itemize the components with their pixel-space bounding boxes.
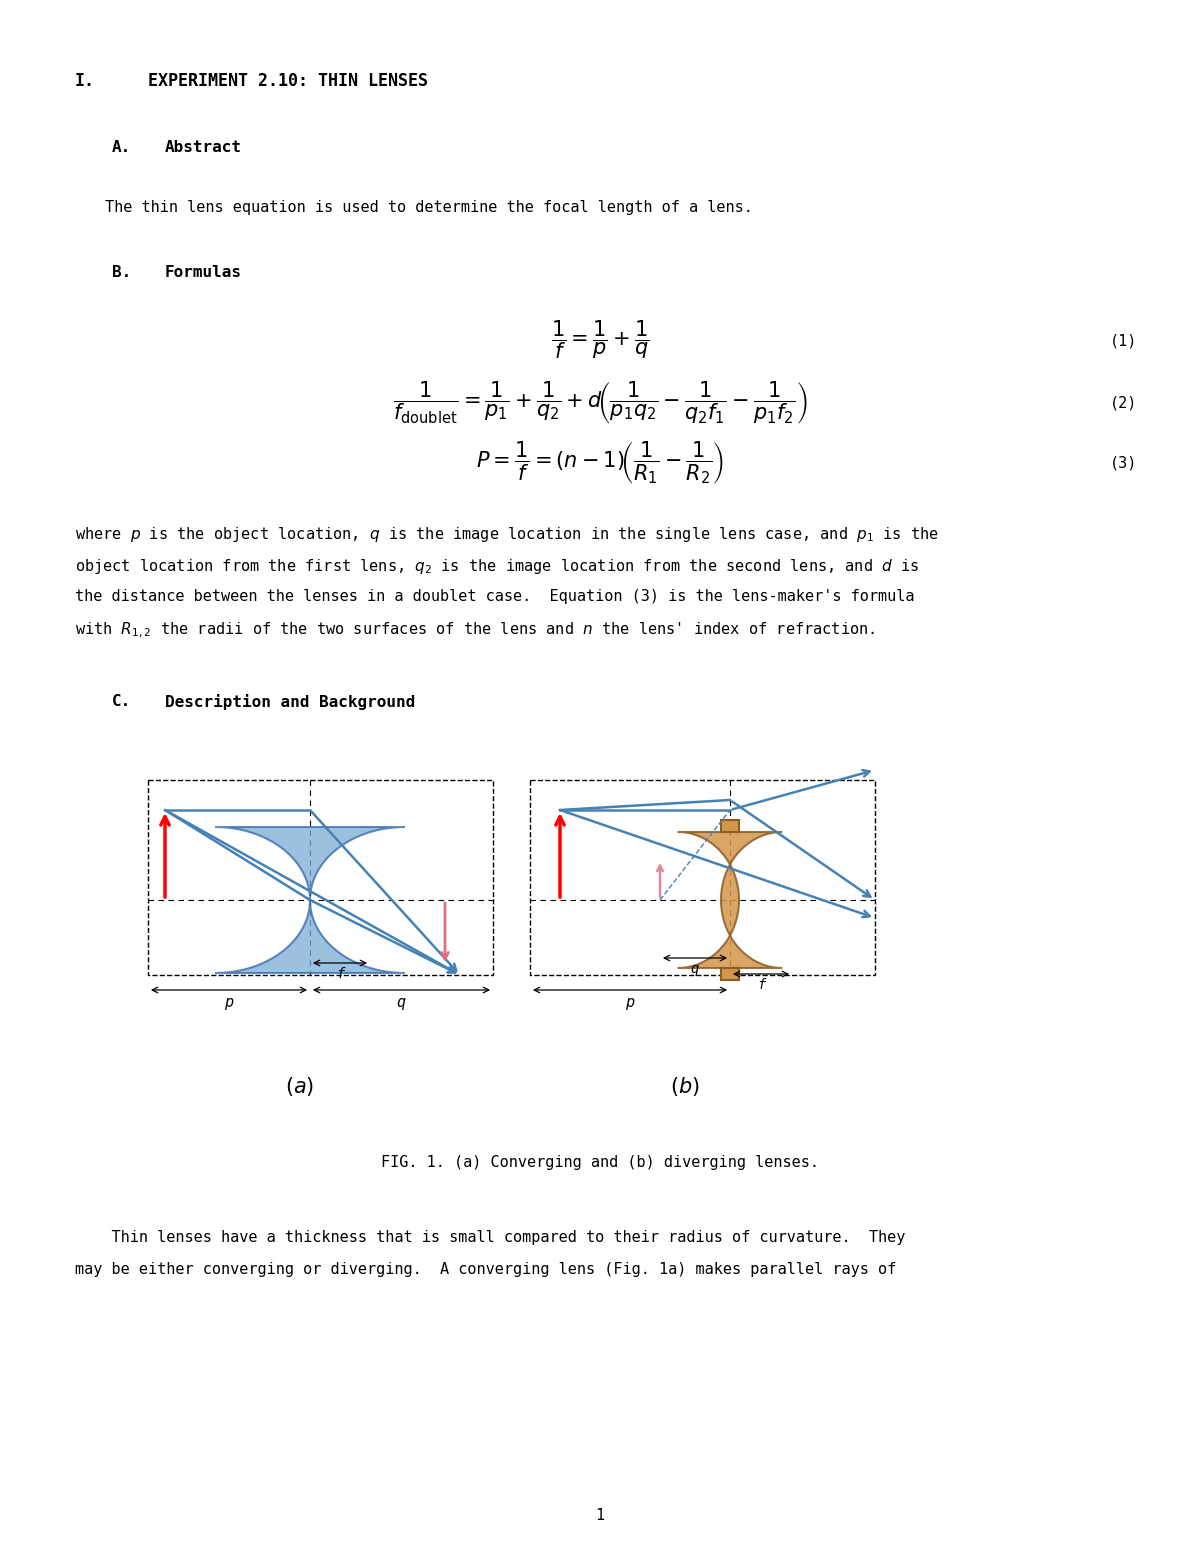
Text: q: q	[691, 961, 700, 975]
Text: p: p	[625, 995, 635, 1009]
Bar	[530, 780, 875, 975]
Text: f: f	[757, 978, 766, 992]
Bar	[148, 780, 493, 975]
Polygon shape	[678, 832, 782, 968]
Text: Thin lenses have a thickness that is small compared to their radius of curvature: Thin lenses have a thickness that is sma…	[74, 1230, 905, 1246]
Text: (3): (3)	[1110, 455, 1138, 471]
Text: $\dfrac{1}{f} = \dfrac{1}{p} + \dfrac{1}{q}$: $\dfrac{1}{f} = \dfrac{1}{p} + \dfrac{1}…	[551, 318, 649, 362]
Text: may be either converging or diverging.  A converging lens (Fig. 1a) makes parall: may be either converging or diverging. A…	[74, 1263, 896, 1277]
Text: B.: B.	[112, 266, 131, 280]
Bar	[721, 820, 739, 832]
Text: EXPERIMENT 2.10: THIN LENSES: EXPERIMENT 2.10: THIN LENSES	[148, 71, 428, 90]
Text: A.: A.	[112, 140, 131, 155]
Bar	[721, 968, 739, 980]
Text: FIG. 1. (a) Converging and (b) diverging lenses.: FIG. 1. (a) Converging and (b) diverging…	[382, 1155, 818, 1169]
Text: $P = \dfrac{1}{f} = (n-1)\!\left(\dfrac{1}{R_1} - \dfrac{1}{R_2}\right)$: $P = \dfrac{1}{f} = (n-1)\!\left(\dfrac{…	[476, 438, 724, 486]
Text: Description and Background: Description and Background	[166, 694, 415, 710]
Text: $(b)$: $(b)$	[670, 1075, 700, 1098]
Text: $\dfrac{1}{f_{\mathrm{doublet}}} = \dfrac{1}{p_1} + \dfrac{1}{q_2} + d\!\left(\d: $\dfrac{1}{f_{\mathrm{doublet}}} = \dfra…	[392, 379, 808, 427]
Polygon shape	[215, 828, 404, 974]
Text: where $p$ is the object location, $q$ is the image location in the single lens c: where $p$ is the object location, $q$ is…	[74, 525, 938, 544]
Text: the distance between the lenses in a doublet case.  Equation (3) is the lens-mak: the distance between the lenses in a dou…	[74, 589, 914, 604]
Text: Abstract: Abstract	[166, 140, 242, 155]
Text: q: q	[396, 995, 406, 1009]
Text: p: p	[224, 995, 234, 1009]
Text: C.: C.	[112, 694, 131, 710]
Text: f: f	[336, 968, 344, 981]
Text: $(a)$: $(a)$	[286, 1075, 314, 1098]
Text: object location from the first lens, $q_2$ is the image location from the second: object location from the first lens, $q_…	[74, 558, 919, 576]
Text: 1: 1	[595, 1508, 605, 1523]
Text: (1): (1)	[1110, 332, 1138, 348]
Text: with $R_{1,2}$ the radii of the two surfaces of the lens and $n$ the lens' index: with $R_{1,2}$ the radii of the two surf…	[74, 621, 875, 640]
Text: I.: I.	[74, 71, 95, 90]
Text: Formulas: Formulas	[166, 266, 242, 280]
Text: The thin lens equation is used to determine the focal length of a lens.: The thin lens equation is used to determ…	[106, 200, 752, 214]
Text: (2): (2)	[1110, 396, 1138, 412]
